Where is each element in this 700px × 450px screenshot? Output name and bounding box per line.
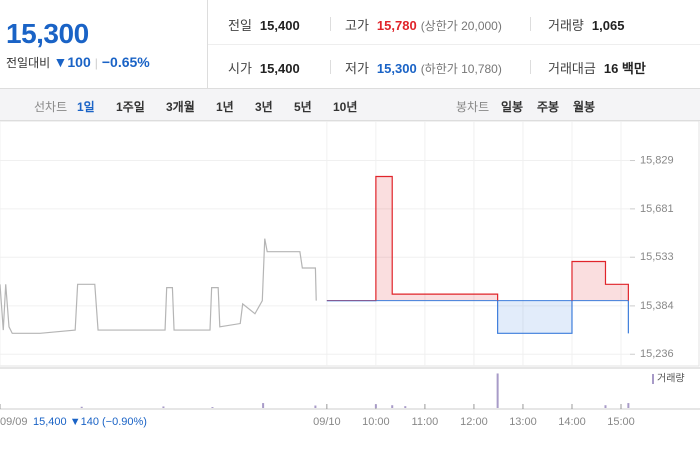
- legend-label: 거래량: [657, 373, 685, 385]
- volume-bar: [604, 405, 607, 408]
- summary-cell: 시가 15,400: [228, 58, 300, 77]
- summary-label: 시가: [228, 61, 252, 76]
- quote-box: 15,300 전일대비 ▼100 | −0.65%: [0, 0, 208, 88]
- summary-cell: 거래대금 16 백만: [548, 58, 646, 77]
- line: [0, 238, 317, 334]
- tab[interactable]: 월봉: [573, 100, 596, 114]
- summary-label: 저가: [345, 61, 369, 76]
- x-tick-label: 14:00: [558, 416, 586, 428]
- line-up: [326, 175, 629, 301]
- summary-label: 거래대금: [548, 61, 596, 76]
- tab[interactable]: 1일: [77, 100, 95, 114]
- summary-value: 15,780: [376, 18, 417, 33]
- summary-value: 15,300: [376, 61, 417, 76]
- area-down: [326, 300, 629, 334]
- volume-bar: [496, 373, 499, 408]
- change-label: 전일대비: [6, 56, 51, 70]
- legend-swatch: [652, 374, 654, 384]
- volume-bar: [404, 406, 407, 408]
- tab[interactable]: 1년: [216, 100, 234, 114]
- x-tick-label: 12:00: [460, 416, 488, 428]
- summary-label: 전일: [228, 18, 252, 33]
- price: 15,300: [6, 18, 89, 49]
- volume-bar: [162, 406, 165, 408]
- summary-value: 15,400: [259, 18, 300, 33]
- x-tick-label: 09/09: [0, 416, 28, 428]
- volume-bar: [80, 406, 83, 408]
- tab[interactable]: 주봉: [537, 100, 560, 114]
- summary-value: 15,400: [259, 61, 300, 76]
- change-pct: −0.65%: [101, 54, 150, 70]
- volume-bar: [374, 404, 377, 408]
- volume-bar: [211, 407, 214, 408]
- summary-cell: 저가 15,300 (하한가 10,780): [345, 58, 502, 77]
- tab[interactable]: 5년: [294, 100, 312, 114]
- y-tick-label: 15,236: [640, 348, 674, 360]
- tab[interactable]: 일봉: [501, 100, 524, 114]
- quote-header: 15,300 전일대비 ▼100 | −0.65% 전일 15,400 고가 15,780…: [0, 0, 700, 89]
- change: ▼100: [53, 54, 91, 70]
- tab[interactable]: 10년: [333, 100, 358, 114]
- chart: 15,829 15,681 15,533 15,384 15,236 09/09 09/10…: [0, 121, 700, 428]
- volume-bar: [262, 403, 265, 408]
- summary-note: (하한가 10,780): [420, 62, 502, 76]
- x-tick-label: 15:00: [607, 416, 635, 428]
- volume-bar: [314, 405, 317, 408]
- line-down: [326, 300, 629, 334]
- tab[interactable]: 3개월: [166, 100, 195, 114]
- y-tick-label: 15,681: [640, 203, 674, 215]
- summary-label: 거래량: [548, 18, 584, 33]
- y-tick-label: 15,533: [640, 251, 674, 263]
- tab-group-label: 선차트: [34, 100, 68, 114]
- summary-cell: 고가 15,780 (상한가 20,000): [345, 15, 502, 34]
- change-line: 전일대비 ▼100 | −0.65%: [6, 54, 150, 70]
- x-tick-label: 13:00: [509, 416, 537, 428]
- tab[interactable]: 3년: [255, 100, 273, 114]
- summary-cell: 전일 15,400: [228, 15, 300, 34]
- x-tick-label: 09/10: [313, 416, 341, 428]
- summary-value: 16 백만: [603, 61, 646, 76]
- summary-label: 고가: [345, 18, 369, 33]
- tab-bar: 선차트 1일 1주일 3개월 1년 3년 5년 10년 봉차트 일봉 주봉 월봉: [0, 89, 700, 121]
- y-tick-label: 15,829: [640, 154, 674, 166]
- prev-summary: 15,400 ▼140 (−0.90%): [33, 416, 147, 428]
- volume-bar: [391, 405, 394, 408]
- summary-cell: 거래량 1,065: [548, 15, 624, 34]
- y-tick-label: 15,384: [640, 300, 674, 312]
- x-tick-label: 10:00: [362, 416, 390, 428]
- area-up: [375, 176, 629, 301]
- summary-note: (상한가 20,000): [420, 19, 502, 33]
- summary-value: 1,065: [591, 18, 625, 33]
- volume-bar: [627, 403, 630, 408]
- tab[interactable]: 1주일: [116, 100, 145, 114]
- plot-frame: [0, 121, 700, 367]
- tab-group-label: 봉차트: [456, 100, 490, 114]
- x-tick-label: 11:00: [412, 416, 439, 428]
